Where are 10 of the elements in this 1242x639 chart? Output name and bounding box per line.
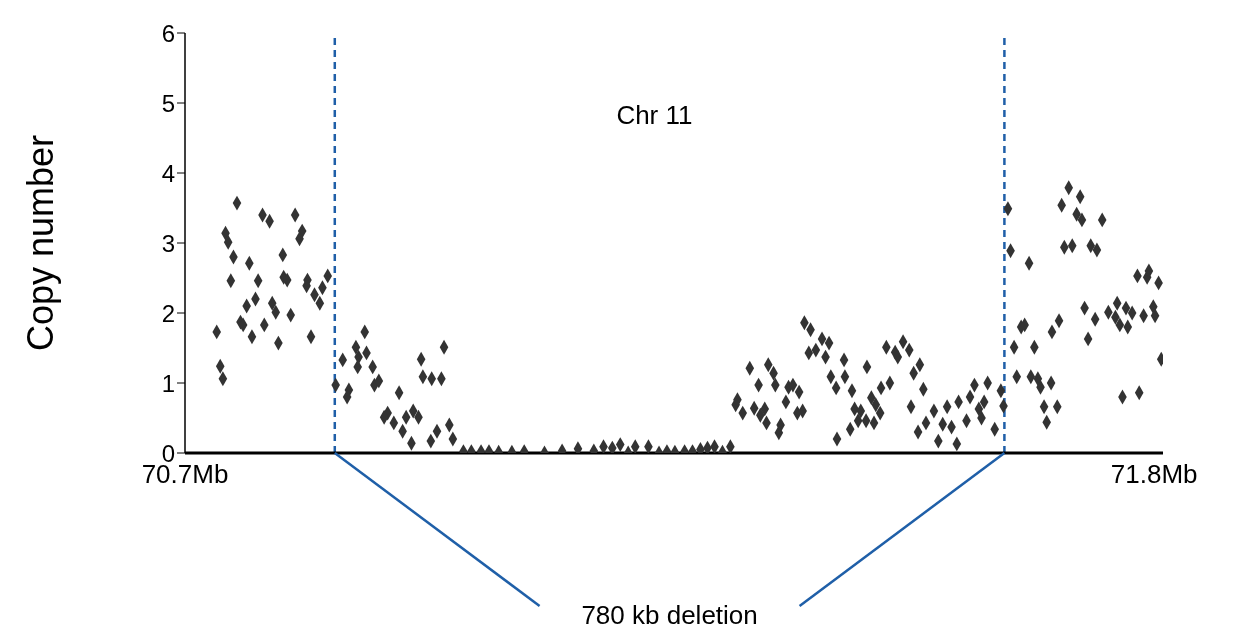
text: 780 kb deletion	[581, 600, 758, 631]
y-tick-label: 1	[161, 369, 175, 397]
y-tick-label: 5	[161, 89, 175, 117]
y-axis-title: Copy number	[19, 134, 61, 352]
y-tick-label: 4	[161, 159, 175, 187]
y-tick-label: 6	[161, 19, 175, 47]
x-tick-label: 71.8Mb	[1110, 459, 1198, 490]
annotation: Chr 11	[616, 100, 693, 131]
y-tick-label: 3	[161, 229, 175, 257]
y-tick-label: 2	[161, 299, 175, 327]
